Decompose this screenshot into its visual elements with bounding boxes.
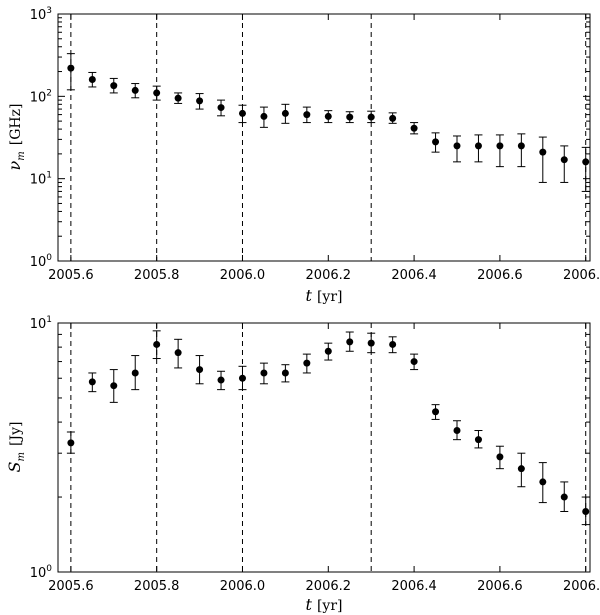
x-tick-label: 2006.8 <box>563 579 600 594</box>
data-point <box>410 124 418 132</box>
x-axis-label: t [yr] <box>306 595 343 614</box>
data-point <box>517 465 525 473</box>
data-point <box>110 82 118 90</box>
point-group <box>67 338 590 515</box>
plot-frame <box>57 322 591 573</box>
data-point <box>582 158 590 166</box>
data-point <box>539 478 547 486</box>
x-tick-label: 2006.8 <box>563 268 600 283</box>
data-point <box>453 142 461 150</box>
data-point <box>324 112 332 120</box>
data-point <box>281 369 289 377</box>
data-point <box>517 142 525 150</box>
data-point <box>196 366 204 374</box>
y-tick-group: 100 101 102 103 <box>30 6 590 270</box>
y-tick-label: 102 <box>30 88 52 105</box>
data-point <box>67 439 75 447</box>
vline-group <box>70 14 587 261</box>
data-point <box>131 86 139 94</box>
data-point <box>88 76 96 84</box>
data-point <box>217 104 225 112</box>
data-point <box>153 89 161 97</box>
x-tick-label: 2006.0 <box>220 579 266 594</box>
data-point <box>174 94 182 102</box>
data-point <box>260 112 268 120</box>
data-point <box>389 340 397 348</box>
y-tick-label: 103 <box>30 6 52 23</box>
data-point <box>496 453 504 461</box>
x-tick-label: 2006.6 <box>477 268 523 283</box>
data-point <box>367 113 375 121</box>
x-tick-label: 2005.6 <box>48 579 94 594</box>
errorbar-group <box>66 330 590 526</box>
data-point <box>410 358 418 366</box>
data-point <box>367 339 375 347</box>
x-tick-label: 2006.2 <box>306 579 352 594</box>
x-tick-label: 2005.8 <box>134 268 180 283</box>
data-point <box>153 340 161 348</box>
data-point <box>131 369 139 377</box>
data-point <box>260 369 268 377</box>
panel-s-m: 2005.6 2005.8 2006.0 2006.2 2006.4 2006.6 2006… <box>5 315 600 614</box>
point-group <box>67 64 590 166</box>
vline-group <box>70 323 587 572</box>
y-axis-label: νm[GHz] <box>5 104 27 171</box>
x-tick-group: 2005.6 2005.8 2006.0 2006.2 2006.4 2006.6 2006… <box>48 323 600 594</box>
data-point <box>281 109 289 117</box>
data-point <box>67 64 75 72</box>
data-point <box>389 114 397 122</box>
data-point <box>238 109 246 117</box>
data-point <box>474 142 482 150</box>
data-point <box>303 359 311 367</box>
data-point <box>432 408 440 416</box>
data-point <box>238 374 246 382</box>
data-point <box>346 113 354 121</box>
x-tick-label: 2006.2 <box>306 268 352 283</box>
data-point <box>560 493 568 501</box>
x-tick-label: 2006.4 <box>391 268 437 283</box>
data-point <box>303 111 311 119</box>
data-point <box>88 378 96 386</box>
errorbar-group <box>66 53 590 192</box>
data-point <box>582 507 590 515</box>
y-tick-label: 101 <box>30 171 52 188</box>
y-tick-group: 100 101 <box>30 315 590 581</box>
y-tick-label: 101 <box>30 315 52 332</box>
x-tick-label: 2005.6 <box>48 268 94 283</box>
x-tick-label: 2006.0 <box>220 268 266 283</box>
data-point <box>217 376 225 384</box>
x-tick-label: 2006.4 <box>391 579 437 594</box>
data-point <box>174 349 182 357</box>
data-point <box>474 436 482 444</box>
x-tick-label: 2006.6 <box>477 579 523 594</box>
data-point <box>539 148 547 156</box>
data-point <box>196 97 204 105</box>
data-point <box>432 138 440 146</box>
y-tick-label: 100 <box>30 253 53 270</box>
x-tick-group: 2005.6 2005.8 2006.0 2006.2 2006.4 2006.6 2006… <box>48 14 600 283</box>
x-axis-label: t [yr] <box>306 286 343 305</box>
y-axis-label: Sm[Jy] <box>5 422 27 473</box>
data-point <box>453 427 461 435</box>
data-point <box>324 347 332 355</box>
panel-nu-m: 2005.6 2005.8 2006.0 2006.2 2006.4 2006.6 2006… <box>5 6 600 305</box>
data-point <box>496 142 504 150</box>
plot-frame <box>57 13 591 262</box>
data-point <box>346 338 354 346</box>
y-tick-label: 100 <box>30 564 53 581</box>
data-point <box>110 382 118 390</box>
data-point <box>560 156 568 164</box>
x-tick-label: 2005.8 <box>134 579 180 594</box>
